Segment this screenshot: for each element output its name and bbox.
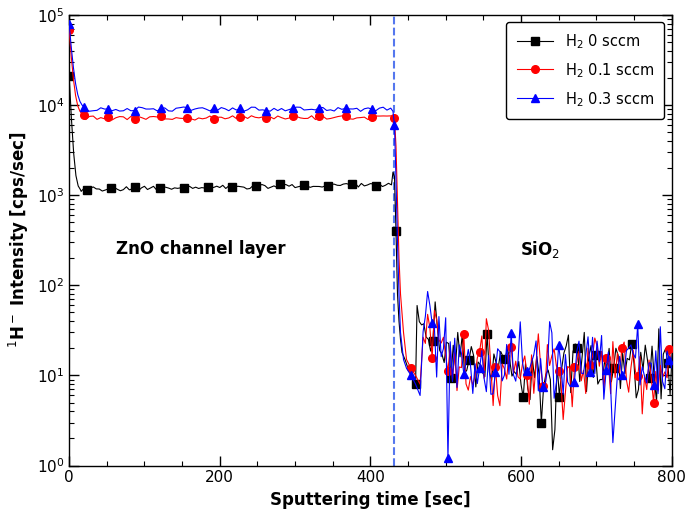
H$_2$ 0.3 sccm	[615, 353, 624, 360]
H$_2$ 0.1 sccm	[559, 416, 568, 423]
H$_2$ 0 sccm	[426, 348, 435, 354]
Y-axis label: $^1$H$^-$ Intensity [cps/sec]: $^1$H$^-$ Intensity [cps/sec]	[7, 132, 31, 348]
H$_2$ 0 sccm	[65, 73, 73, 79]
Line: H$_2$ 0.1 sccm: H$_2$ 0.1 sccm	[65, 26, 680, 423]
H$_2$ 0.3 sccm	[65, 21, 73, 27]
Line: H$_2$ 0.3 sccm: H$_2$ 0.3 sccm	[65, 20, 680, 462]
H$_2$ 0.3 sccm	[390, 122, 398, 128]
H$_2$ 0.1 sccm	[672, 353, 681, 360]
X-axis label: Sputtering time [sec]: Sputtering time [sec]	[270, 491, 471, 509]
H$_2$ 0 sccm	[191, 184, 200, 190]
H$_2$ 0 sccm	[548, 447, 556, 453]
H$_2$ 0.3 sccm	[342, 105, 350, 111]
H$_2$ 0.1 sccm	[390, 115, 398, 121]
Line: H$_2$ 0 sccm: H$_2$ 0 sccm	[65, 72, 681, 454]
H$_2$ 0.1 sccm	[491, 364, 500, 370]
H$_2$ 0.1 sccm	[565, 365, 574, 372]
H$_2$ 0.1 sccm	[65, 27, 73, 33]
H$_2$ 0 sccm	[603, 364, 611, 370]
H$_2$ 0.3 sccm	[565, 383, 574, 390]
H$_2$ 0.3 sccm	[444, 456, 452, 462]
H$_2$ 0 sccm	[673, 386, 681, 392]
H$_2$ 0 sccm	[666, 392, 674, 398]
H$_2$ 0.1 sccm	[342, 112, 350, 119]
H$_2$ 0.3 sccm	[432, 374, 441, 380]
H$_2$ 0.3 sccm	[672, 343, 681, 349]
Text: ZnO channel layer: ZnO channel layer	[116, 240, 286, 259]
H$_2$ 0.1 sccm	[432, 317, 441, 323]
H$_2$ 0 sccm	[243, 186, 251, 192]
Legend: H$_2$ 0 sccm, H$_2$ 0.1 sccm, H$_2$ 0.3 sccm: H$_2$ 0 sccm, H$_2$ 0.1 sccm, H$_2$ 0.3 …	[507, 22, 665, 119]
H$_2$ 0.3 sccm	[493, 346, 502, 352]
H$_2$ 0.1 sccm	[615, 369, 624, 376]
Text: SiO$_2$: SiO$_2$	[520, 239, 560, 260]
H$_2$ 0 sccm	[501, 356, 509, 362]
